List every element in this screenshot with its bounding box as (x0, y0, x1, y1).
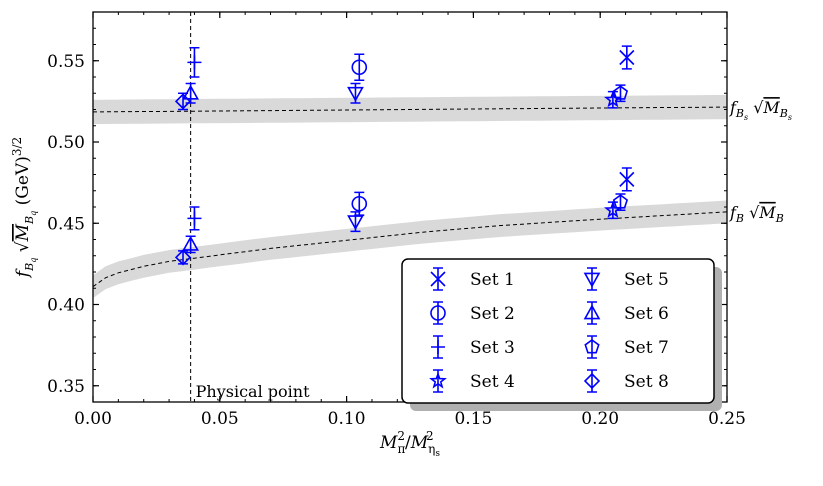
curve-labels: fBs √MBs fB √MB (729, 98, 792, 225)
legend-marker (583, 304, 601, 320)
marker (351, 195, 368, 212)
data-point-set-6-2 (182, 235, 199, 254)
data-point-set-7-1 (612, 84, 629, 103)
marker (174, 93, 192, 110)
legend-label: Set 6 (624, 304, 669, 324)
marker (612, 194, 629, 209)
marker (182, 235, 199, 251)
legend: Set 1 Set 2 Set 3 Set 4 Set 5 Set 6 Set 7 Set 8 (401, 258, 722, 411)
marker (619, 171, 635, 187)
x-tick-label: 0.00 (74, 409, 112, 429)
x-tick-label: 0.20 (581, 409, 619, 429)
legend-marker (430, 271, 446, 287)
data-point-set-8-2 (174, 249, 192, 266)
legend-label: Set 2 (470, 304, 515, 324)
x-tick-label: 0.25 (708, 409, 746, 429)
legend-entry-set-8: Set 8 (583, 369, 669, 393)
legend-marker (583, 272, 601, 288)
error-bar (354, 53, 365, 82)
legend-entry-set-2: Set 2 (430, 301, 515, 325)
y-tick-label: 0.45 (47, 214, 85, 234)
x-axis-title-text: Mπ2/Mηs2 (379, 429, 440, 459)
legend-label: Set 5 (624, 270, 669, 290)
fit-curves (92, 106, 728, 288)
data-point-set-5-1 (347, 82, 364, 104)
x-tick-label: 0.15 (454, 409, 492, 429)
marker (347, 86, 364, 102)
fit-curve-2 (92, 211, 728, 288)
legend-label: Set 3 (470, 338, 515, 358)
x-tick-label: 0.05 (201, 409, 239, 429)
marker (619, 49, 635, 66)
legend-label: Set 7 (624, 338, 669, 358)
legend-marker (429, 371, 447, 389)
marker (347, 215, 364, 231)
x-tick-label: 0.10 (328, 409, 366, 429)
legend-entry-set-6: Set 6 (583, 301, 669, 325)
curve-label-fbs: fBs √MBs (729, 98, 792, 122)
legend-label: Set 1 (470, 270, 515, 290)
legend-entry-set-3: Set 3 (431, 335, 515, 359)
y-tick-label: 0.40 (47, 296, 85, 316)
legend-box (401, 258, 715, 404)
legend-marker (583, 372, 601, 390)
legend-marker (584, 339, 600, 354)
marker (174, 249, 192, 266)
y-axis-title-text: fBq √MBq (GeV)3/2 (10, 137, 38, 279)
data-point-set-5-2 (347, 211, 364, 233)
legend-label: Set 8 (624, 372, 669, 392)
legend-entry-set-4: Set 4 (429, 369, 515, 393)
curve-label-fb: fB √MB (729, 203, 784, 225)
data-points (174, 45, 635, 266)
legend-marker (431, 340, 445, 354)
y-axis-title: fBq √MBq (GeV)3/2 (10, 137, 38, 279)
legend-entry-set-1: Set 1 (430, 267, 515, 291)
data-point-set-3-2 (187, 206, 202, 231)
legend-entry-set-5: Set 5 (583, 267, 669, 291)
x-axis-title: Mπ2/Mηs2 (379, 429, 440, 459)
data-point-set-1-2 (619, 167, 635, 192)
x-axis-ticks: 0.00 0.05 0.10 0.15 0.20 0.25 (74, 12, 746, 429)
data-point-set-8-1 (174, 92, 192, 111)
physical-point-label: Physical point (196, 382, 310, 401)
legend-marker (430, 305, 446, 321)
marker (351, 59, 368, 76)
y-tick-label: 0.50 (47, 133, 85, 153)
data-point-set-1-1 (619, 45, 635, 70)
data-point-set-4-1 (604, 90, 622, 109)
legend-entry-set-7: Set 7 (584, 335, 669, 359)
fit-curve-1 (92, 106, 728, 113)
data-point-set-2-1 (351, 53, 368, 82)
marker (612, 85, 629, 100)
legend-label: Set 4 (470, 372, 515, 392)
marker (604, 90, 622, 108)
data-point-set-7-2 (612, 193, 629, 212)
fit-band-2 (93, 200, 727, 298)
data-point-set-3-1 (187, 46, 202, 78)
y-tick-label: 0.35 (47, 377, 85, 397)
y-axis-ticks: 0.35 0.40 0.45 0.50 0.55 (47, 11, 727, 403)
y-tick-label: 0.55 (47, 52, 85, 72)
marker (187, 211, 202, 226)
marker (187, 55, 202, 70)
